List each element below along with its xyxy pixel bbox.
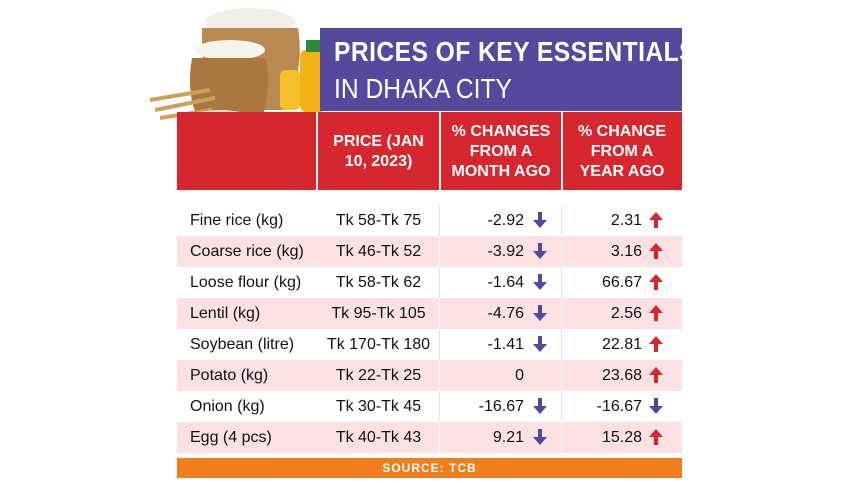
source: SOURCE: TCB bbox=[177, 458, 682, 478]
arrow-down bbox=[533, 429, 547, 445]
column-separator bbox=[561, 236, 562, 267]
column-header: % CHANGES FROM A MONTH AGO bbox=[451, 123, 551, 180]
price: Tk 170-Tk 180 bbox=[326, 336, 431, 353]
month-change: -1.64 bbox=[487, 274, 524, 291]
item-name: Fine rice (kg) bbox=[190, 212, 284, 229]
column-separator bbox=[561, 298, 562, 329]
arrow-down bbox=[533, 212, 547, 228]
year-change: 2.31 bbox=[610, 212, 642, 229]
arrow-down bbox=[533, 305, 547, 321]
item-name: Egg (4 pcs) bbox=[190, 429, 272, 446]
item-name: Onion (kg) bbox=[190, 398, 265, 415]
item-name: Lentil (kg) bbox=[190, 305, 261, 322]
column-separator bbox=[439, 391, 440, 422]
column-header: PRICE (JAN 10, 2023) bbox=[333, 133, 424, 170]
item-name: Coarse rice (kg) bbox=[190, 243, 304, 260]
column-separator bbox=[439, 267, 440, 298]
year-change: 23.68 bbox=[601, 367, 642, 384]
arrow-down bbox=[533, 274, 547, 290]
arrow-down bbox=[533, 336, 547, 352]
column-separator bbox=[561, 329, 562, 360]
column-separator bbox=[561, 391, 562, 422]
column-separator bbox=[561, 205, 562, 236]
column-separator bbox=[439, 422, 440, 453]
month-change: 9.21 bbox=[492, 429, 524, 446]
column-header: % CHANGE FROM A YEAR AGO bbox=[577, 123, 666, 180]
price: Tk 40-Tk 43 bbox=[335, 429, 422, 446]
subtitle: IN DHAKA CITY bbox=[334, 73, 512, 104]
price: Tk 30-Tk 45 bbox=[335, 398, 422, 415]
year-change: 66.67 bbox=[601, 274, 642, 291]
header-row bbox=[177, 112, 682, 190]
price: Tk 95-Tk 105 bbox=[331, 305, 426, 322]
column-separator bbox=[561, 360, 562, 391]
column-separator bbox=[439, 298, 440, 329]
column-separator bbox=[439, 360, 440, 391]
arrow-down bbox=[649, 398, 663, 414]
price: Tk 46-Tk 52 bbox=[335, 243, 422, 260]
column-separator bbox=[439, 205, 440, 236]
column-separator bbox=[561, 422, 562, 453]
price: Tk 58-Tk 75 bbox=[335, 212, 422, 229]
column-separator bbox=[561, 267, 562, 298]
month-change: -4.76 bbox=[487, 305, 524, 322]
month-change: -1.41 bbox=[487, 336, 524, 353]
arrow-up bbox=[649, 305, 663, 321]
arrow-up bbox=[649, 212, 663, 228]
arrow-up bbox=[649, 429, 663, 445]
month-change: 0 bbox=[515, 367, 524, 384]
column-separator bbox=[439, 236, 440, 267]
year-change: 3.16 bbox=[610, 243, 642, 260]
table-row bbox=[177, 360, 682, 391]
column-separator bbox=[439, 112, 441, 190]
month-change: -16.67 bbox=[478, 398, 524, 415]
arrow-up bbox=[649, 274, 663, 290]
arrow-down bbox=[533, 243, 547, 259]
price: Tk 58-Tk 62 bbox=[335, 274, 422, 291]
month-change: -2.92 bbox=[487, 212, 524, 229]
table-row bbox=[177, 329, 682, 360]
title-banner bbox=[320, 28, 682, 111]
arrow-up bbox=[649, 243, 663, 259]
price: Tk 22-Tk 25 bbox=[335, 367, 422, 384]
month-change: -3.92 bbox=[487, 243, 524, 260]
arrow-down bbox=[533, 398, 547, 414]
year-change: 2.56 bbox=[610, 305, 642, 322]
column-separator bbox=[439, 329, 440, 360]
title: PRICES OF KEY ESSENTIALS bbox=[334, 36, 696, 67]
arrow-up bbox=[649, 367, 663, 383]
item-name: Potato (kg) bbox=[190, 367, 269, 384]
year-change: -16.67 bbox=[596, 398, 642, 415]
column-separator bbox=[316, 112, 318, 190]
table-row bbox=[177, 267, 682, 298]
item-name: Soybean (litre) bbox=[190, 336, 295, 353]
table-row bbox=[177, 236, 682, 267]
year-change: 22.81 bbox=[601, 336, 642, 353]
table-row bbox=[177, 298, 682, 329]
column-separator bbox=[561, 112, 563, 190]
table-row bbox=[177, 391, 682, 422]
table-row bbox=[177, 205, 682, 236]
year-change: 15.28 bbox=[601, 429, 642, 446]
table-row bbox=[177, 422, 682, 453]
arrow-up bbox=[649, 336, 663, 352]
item-name: Loose flour (kg) bbox=[190, 274, 302, 291]
